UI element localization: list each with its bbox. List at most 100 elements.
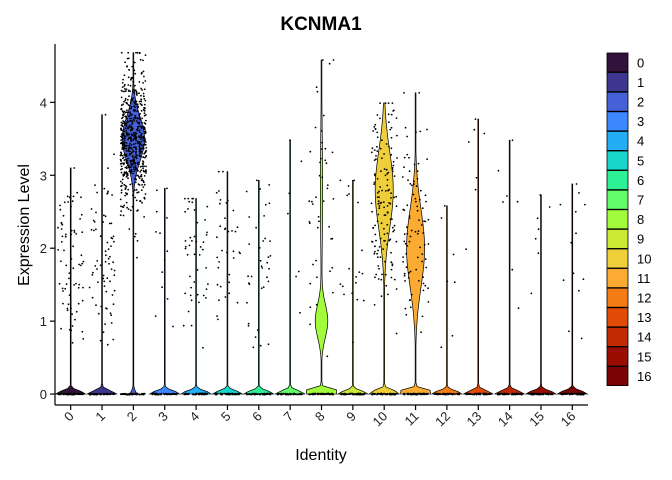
point bbox=[348, 193, 350, 195]
point bbox=[142, 186, 145, 189]
point bbox=[427, 287, 429, 290]
point bbox=[138, 136, 141, 139]
point bbox=[363, 393, 365, 395]
point bbox=[224, 217, 226, 220]
point bbox=[402, 208, 405, 211]
violin-4 bbox=[179, 198, 213, 395]
point bbox=[159, 232, 161, 235]
point bbox=[136, 140, 139, 143]
point bbox=[267, 280, 270, 283]
point bbox=[295, 275, 297, 278]
point bbox=[134, 84, 136, 87]
point bbox=[198, 301, 200, 304]
point bbox=[131, 120, 134, 122]
point bbox=[568, 330, 570, 333]
point bbox=[403, 272, 406, 275]
legend-label-1: 1 bbox=[637, 75, 644, 90]
point bbox=[403, 233, 406, 236]
point bbox=[66, 309, 69, 312]
point bbox=[475, 176, 478, 179]
point bbox=[102, 274, 105, 277]
legend-swatch-11 bbox=[606, 268, 629, 289]
point bbox=[484, 392, 487, 395]
point bbox=[228, 273, 231, 276]
point bbox=[78, 283, 81, 286]
point bbox=[135, 148, 137, 151]
point bbox=[104, 215, 107, 218]
point bbox=[226, 251, 228, 254]
violin-3 bbox=[148, 188, 182, 395]
point bbox=[416, 170, 419, 173]
point bbox=[259, 259, 262, 262]
point bbox=[312, 263, 314, 266]
point bbox=[110, 314, 113, 317]
point bbox=[216, 392, 219, 395]
point bbox=[202, 294, 205, 297]
point bbox=[206, 231, 208, 234]
point bbox=[393, 224, 396, 227]
point bbox=[143, 122, 146, 124]
point bbox=[93, 229, 95, 232]
point bbox=[134, 136, 137, 139]
point bbox=[139, 103, 142, 105]
point bbox=[309, 323, 311, 326]
point bbox=[417, 162, 420, 165]
y-tick-label: 1 bbox=[40, 314, 47, 329]
point bbox=[120, 168, 122, 171]
point bbox=[127, 208, 130, 211]
point bbox=[128, 104, 131, 107]
point bbox=[578, 289, 580, 292]
legend-swatch-2 bbox=[606, 91, 629, 112]
point bbox=[380, 295, 383, 298]
point bbox=[141, 165, 144, 168]
point bbox=[122, 130, 124, 132]
point bbox=[427, 243, 430, 245]
point bbox=[138, 92, 140, 95]
point bbox=[313, 393, 316, 395]
point bbox=[143, 95, 145, 98]
point bbox=[132, 135, 135, 137]
point bbox=[120, 159, 122, 162]
point bbox=[383, 206, 385, 209]
legend-swatch-16 bbox=[606, 366, 629, 387]
point bbox=[103, 280, 106, 283]
point bbox=[128, 107, 131, 110]
point bbox=[393, 278, 396, 281]
point bbox=[378, 207, 381, 210]
point bbox=[175, 392, 178, 395]
point bbox=[167, 393, 170, 396]
point bbox=[129, 102, 132, 104]
point bbox=[416, 393, 419, 396]
point bbox=[325, 392, 328, 395]
point bbox=[376, 150, 379, 153]
point bbox=[127, 84, 130, 86]
point bbox=[387, 113, 390, 116]
point bbox=[184, 240, 187, 242]
point bbox=[396, 134, 398, 137]
point bbox=[256, 393, 259, 396]
point bbox=[145, 155, 148, 157]
point bbox=[488, 393, 491, 395]
point bbox=[80, 213, 83, 216]
point bbox=[96, 260, 99, 262]
point bbox=[467, 141, 470, 143]
point bbox=[191, 240, 193, 242]
point bbox=[380, 278, 383, 281]
point bbox=[78, 263, 80, 266]
point bbox=[95, 392, 98, 395]
point bbox=[377, 200, 380, 203]
point bbox=[569, 393, 572, 395]
point bbox=[427, 218, 430, 221]
point bbox=[536, 217, 539, 220]
point bbox=[133, 161, 136, 164]
point bbox=[138, 155, 141, 157]
point bbox=[143, 196, 146, 199]
point bbox=[228, 281, 231, 284]
point bbox=[409, 235, 412, 238]
legend-swatch-12 bbox=[606, 287, 629, 308]
point bbox=[161, 271, 164, 273]
point bbox=[133, 159, 136, 162]
point bbox=[123, 100, 125, 103]
point bbox=[134, 117, 137, 120]
